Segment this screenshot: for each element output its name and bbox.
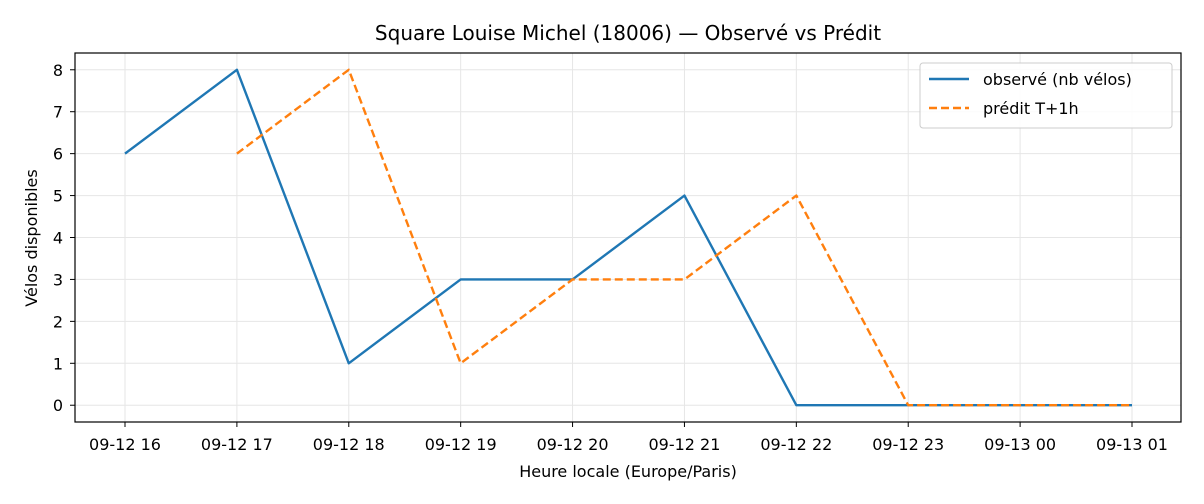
x-tick-label: 09-12 22 — [760, 435, 832, 454]
x-tick-label: 09-12 20 — [537, 435, 609, 454]
x-axis: 09-12 16 09-12 17 09-12 18 09-12 19 09-12 20… — [89, 422, 1168, 454]
x-tick-label: 09-12 21 — [648, 435, 720, 454]
y-tick-label: 5 — [53, 187, 63, 206]
series-line-1 — [236, 68, 1132, 407]
y-tick-label: 2 — [53, 312, 63, 331]
y-tick-label: 1 — [53, 354, 63, 373]
y-tick-label: 3 — [53, 270, 63, 289]
x-tick-label: 09-13 01 — [1096, 435, 1168, 454]
y-tick-label: 0 — [53, 396, 63, 415]
y-tick-label: 8 — [53, 61, 63, 80]
legend-label-observe: observé (nb vélos) — [983, 70, 1132, 89]
y-tick-label: 7 — [53, 103, 63, 122]
y-axis: 0 1 2 3 4 5 6 7 8 — [53, 61, 75, 415]
chart-title: Square Louise Michel (18006) — Observé v… — [375, 21, 881, 45]
x-tick-label: 09-12 17 — [201, 435, 273, 454]
y-tick-label: 6 — [53, 145, 63, 164]
legend: observé (nb vélos) prédit T+1h — [919, 62, 1173, 129]
x-axis-label: Heure locale (Europe/Paris) — [519, 462, 737, 481]
series-line-0 — [124, 68, 1132, 407]
legend-box — [919, 62, 1173, 129]
x-tick-label: 09-12 18 — [313, 435, 385, 454]
x-tick-label: 09-12 19 — [425, 435, 497, 454]
y-axis-label: Vélos disponibles — [22, 169, 41, 306]
y-tick-label: 4 — [53, 229, 63, 248]
x-tick-label: 09-13 00 — [984, 435, 1056, 454]
x-tick-label: 09-12 23 — [872, 435, 944, 454]
legend-label-predit: prédit T+1h — [983, 99, 1079, 118]
x-tick-label: 09-12 16 — [89, 435, 161, 454]
series-layer — [124, 68, 1132, 407]
